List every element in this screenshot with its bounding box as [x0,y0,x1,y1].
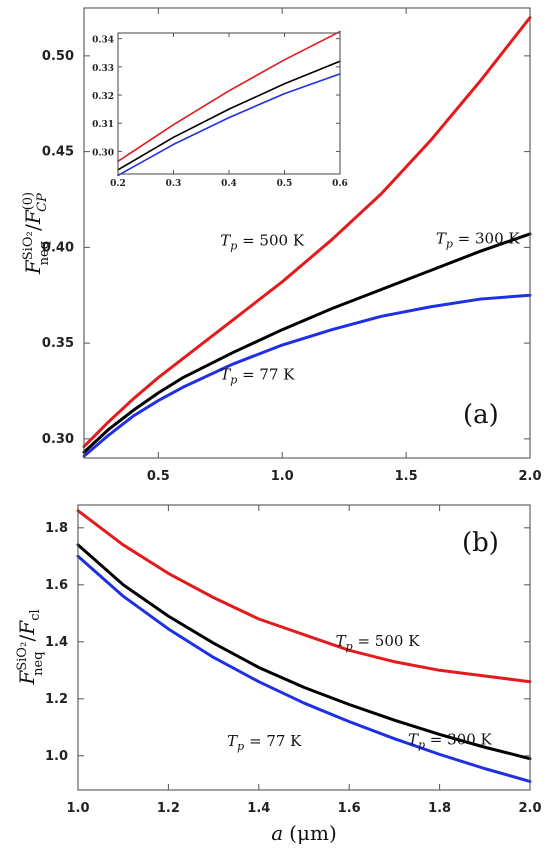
inset-series-line-2 [117,73,341,177]
panel-b-y-tick-label: 1.8 [45,521,68,536]
inset-x-tick-label: 0.6 [332,179,348,189]
panel-b-x-tick-label: 1.2 [157,801,180,816]
panel-a-frame [83,7,531,459]
inset-background [118,33,340,174]
panel-a-series-line-0 [82,16,532,449]
panel-b: 1.0 1.2 1.4 1.6 1.8 2.0 1.0 1.2 1.4 1.6 1.8 Tp = 5… [15,504,542,845]
panel-a-x-tick-label: 0.5 [147,469,170,484]
panel-b-y-axis-title: FSiO₂neq/Fcl [15,609,46,685]
a-ylabel-den-sub: CP [35,193,50,212]
inset-series-line-0 [117,30,341,163]
inset-x-tick-label: 0.5 [277,179,293,189]
b-ylabel-den-sub: cl [28,609,43,620]
svg-text:FSiO₂neq/F(0)CP: FSiO₂neq/F(0)CP [21,192,52,275]
b-ylabel-slash: / [15,634,39,641]
panel-a: 0.5 1.0 1.5 2.0 0.30 0.35 0.40 0.45 0.50 Tp = 50… [21,7,542,484]
panel-b-series-line-1 [76,543,532,761]
panel-a-y-tick-label: 0.35 [42,336,74,351]
b-ylabel-sub: neq [31,651,46,675]
panel-b-x-tick-label: 2.0 [518,801,541,816]
panel-a-tag: (a) [463,400,499,430]
panel-a-x-tick-label: 1.0 [271,469,294,484]
panel-a-y-tick-label: 0.45 [42,145,74,160]
panel-a-series-label: Tp = 300 K [436,230,521,251]
panel-b-series-label: Tp = 77 K [227,732,302,753]
panel-a-series-label: Tp = 500 K [220,231,305,252]
panel-a-y-tick-label: 0.40 [42,240,74,255]
a-ylabel-sub: neq [37,241,52,265]
inset-x-tick-label: 0.2 [110,179,126,189]
a-ylabel-main: F [21,259,45,275]
panel-b-frame [77,504,531,791]
panel-a-x-tick-label: 1.5 [395,469,418,484]
panel-b-y-tick-label: 1.4 [45,635,68,650]
panel-a-series-line-1 [82,232,532,454]
a-ylabel-slash: / [21,224,45,231]
panel-a-y-tick-label: 0.50 [42,49,74,64]
panel-b-x-axis-title: a (μm) [271,821,337,845]
b-ylabel-main: F [15,670,39,686]
a-ylabel-den-sup: (0) [21,192,36,210]
inset-plot: 0.2 0.3 0.4 0.5 0.6 0.30 0.31 0.32 0.33 0.34 [92,30,348,189]
svg-text:FSiO₂neq/Fcl: FSiO₂neq/Fcl [15,609,46,685]
inset-y-tick-label: 0.33 [92,64,114,74]
inset-y-tick-label: 0.30 [92,148,114,158]
panel-a-series-line-2 [82,293,532,458]
panel-b-series-line-2 [76,554,532,783]
b-xlabel-sym: a [271,821,283,845]
panel-b-x-tick-label: 1.6 [338,801,361,816]
inset-x-tick-label: 0.4 [221,179,237,189]
panel-b-y-tick-label: 1.0 [45,749,68,764]
inset-y-tick-label: 0.31 [92,120,114,130]
panel-b-y-tick-label: 1.2 [45,692,68,707]
panel-b-series-label: Tp = 300 K [408,730,493,751]
panel-b-x-tick-label: 1.0 [66,801,89,816]
panel-a-series-label: Tp = 77 K [220,365,295,386]
panel-b-series-label: Tp = 500 K [336,632,421,653]
panel-a-y-axis-title: FSiO₂neq/F(0)CP [21,192,52,275]
b-ylabel-den: F [15,620,39,636]
inset-series-line-1 [117,60,341,171]
panel-b-y-tick-label: 1.6 [45,578,68,593]
panel-b-x-tick-label: 1.4 [247,801,270,816]
b-ylabel-sup: SiO₂ [15,642,30,671]
b-xlabel-unit: (μm) [289,821,337,845]
panel-a-x-tick-label: 2.0 [518,469,541,484]
inset-y-tick-label: 0.32 [92,92,114,102]
inset-x-tick-label: 0.3 [166,179,182,189]
inset-y-tick-label: 0.34 [92,36,114,46]
panel-b-x-tick-label: 1.8 [428,801,451,816]
panel-b-tag: (b) [462,528,499,558]
a-ylabel-den: F [21,209,45,225]
a-ylabel-sup: SiO₂ [21,231,36,260]
panel-b-series-line-0 [76,509,532,684]
panel-a-y-tick-label: 0.30 [42,432,74,447]
